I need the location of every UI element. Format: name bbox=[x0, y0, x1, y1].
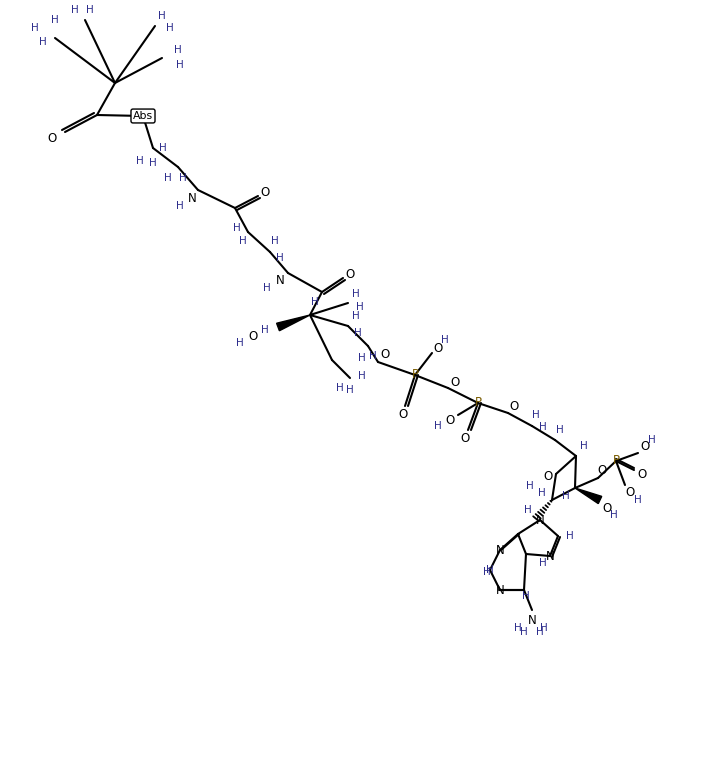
Text: O: O bbox=[399, 408, 408, 421]
Text: H: H bbox=[648, 435, 656, 445]
Text: O: O bbox=[380, 347, 389, 360]
Text: H: H bbox=[271, 236, 279, 246]
Text: H: H bbox=[179, 173, 187, 183]
Text: H: H bbox=[580, 441, 588, 451]
Text: H: H bbox=[51, 15, 59, 25]
Text: H: H bbox=[136, 156, 144, 166]
Text: H: H bbox=[71, 5, 79, 15]
Text: H: H bbox=[634, 495, 642, 505]
Text: H: H bbox=[369, 351, 377, 361]
Text: H: H bbox=[562, 491, 570, 501]
Text: H: H bbox=[526, 481, 534, 491]
Text: O: O bbox=[261, 186, 270, 198]
Text: H: H bbox=[486, 565, 494, 575]
Text: P: P bbox=[612, 455, 619, 468]
Text: H: H bbox=[166, 23, 174, 33]
Text: H: H bbox=[540, 623, 548, 633]
Text: O: O bbox=[640, 439, 649, 452]
Text: H: H bbox=[158, 11, 166, 21]
Text: H: H bbox=[352, 311, 360, 321]
Text: O: O bbox=[637, 468, 646, 481]
Polygon shape bbox=[575, 488, 602, 504]
Text: O: O bbox=[543, 471, 553, 484]
Text: H: H bbox=[352, 289, 360, 299]
Text: N: N bbox=[276, 274, 284, 287]
Text: H: H bbox=[483, 567, 491, 577]
Text: H: H bbox=[358, 371, 366, 381]
Text: O: O bbox=[509, 399, 518, 412]
Text: P: P bbox=[412, 369, 419, 382]
Text: O: O bbox=[434, 342, 443, 355]
Text: H: H bbox=[276, 253, 284, 263]
Text: O: O bbox=[602, 502, 612, 515]
Text: O: O bbox=[451, 376, 460, 389]
Text: H: H bbox=[610, 510, 618, 520]
Text: H: H bbox=[514, 623, 522, 633]
Text: H: H bbox=[522, 591, 530, 601]
Text: H: H bbox=[39, 37, 47, 47]
Text: O: O bbox=[446, 413, 455, 426]
Text: H: H bbox=[86, 5, 94, 15]
Text: N: N bbox=[528, 614, 536, 627]
Text: N: N bbox=[188, 191, 197, 204]
Text: H: H bbox=[149, 158, 157, 168]
Text: H: H bbox=[536, 627, 544, 637]
Text: H: H bbox=[31, 23, 39, 33]
Text: H: H bbox=[311, 297, 319, 307]
Text: H: H bbox=[263, 283, 271, 293]
Text: N: N bbox=[535, 514, 545, 527]
Text: N: N bbox=[545, 549, 555, 562]
Text: H: H bbox=[441, 335, 449, 345]
Text: H: H bbox=[556, 425, 564, 435]
Text: H: H bbox=[532, 410, 540, 420]
Text: H: H bbox=[239, 236, 247, 246]
Text: O: O bbox=[345, 267, 355, 280]
Text: H: H bbox=[236, 338, 244, 348]
Text: O: O bbox=[461, 432, 470, 445]
Text: H: H bbox=[354, 328, 362, 338]
Text: H: H bbox=[539, 558, 547, 568]
Text: O: O bbox=[248, 329, 258, 343]
Text: Abs: Abs bbox=[133, 111, 153, 121]
Text: H: H bbox=[566, 531, 574, 541]
Text: H: H bbox=[520, 627, 528, 637]
Text: H: H bbox=[233, 223, 241, 233]
Text: H: H bbox=[524, 505, 532, 515]
Text: O: O bbox=[625, 486, 634, 499]
Text: H: H bbox=[176, 201, 184, 211]
Text: O: O bbox=[48, 131, 57, 144]
Text: H: H bbox=[356, 302, 364, 312]
Text: O: O bbox=[597, 465, 607, 478]
Text: H: H bbox=[538, 488, 546, 498]
Text: N: N bbox=[496, 544, 504, 557]
Text: N: N bbox=[496, 584, 504, 597]
Text: H: H bbox=[174, 45, 182, 55]
Text: H: H bbox=[336, 383, 344, 393]
Text: H: H bbox=[539, 422, 547, 432]
Polygon shape bbox=[276, 315, 310, 331]
Text: H: H bbox=[261, 325, 269, 335]
Text: H: H bbox=[358, 353, 366, 363]
Text: H: H bbox=[159, 143, 167, 153]
Text: H: H bbox=[346, 385, 354, 395]
Text: P: P bbox=[474, 396, 481, 409]
Text: H: H bbox=[164, 173, 172, 183]
Text: H: H bbox=[176, 60, 184, 70]
Text: H: H bbox=[434, 421, 442, 431]
